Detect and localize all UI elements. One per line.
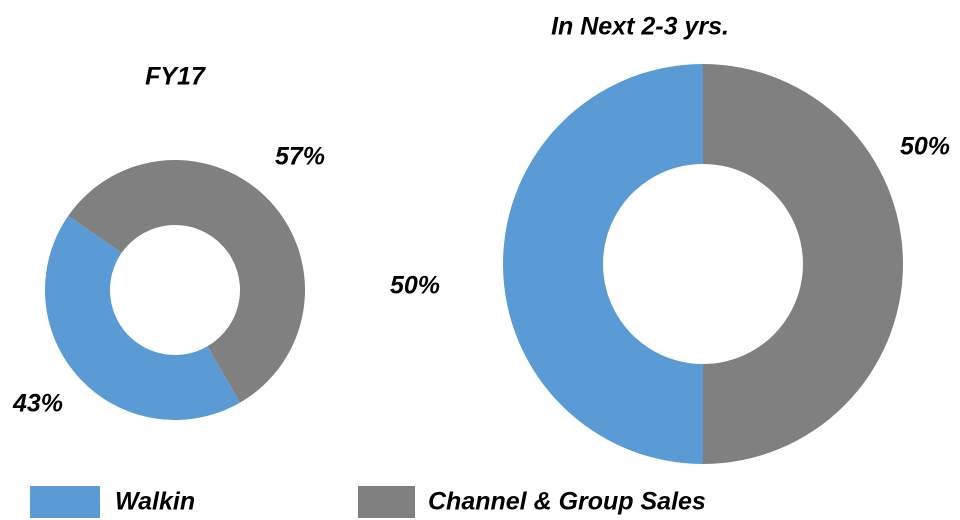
chart-title: FY17 (145, 63, 206, 91)
donut-slice (703, 64, 903, 464)
legend-swatch (30, 486, 100, 518)
legend-label: Walkin (115, 488, 195, 516)
legend-label: Channel & Group Sales (428, 488, 706, 516)
data-label: 57% (275, 143, 325, 171)
legend-swatch (358, 486, 415, 518)
data-label: 50% (900, 133, 950, 161)
data-label: 43% (12, 390, 63, 418)
chart-title: In Next 2-3 yrs. (551, 13, 729, 41)
donut-slice (503, 64, 703, 464)
donut-slice (68, 160, 305, 403)
donut-slice (44, 215, 240, 420)
data-label: 50% (390, 272, 440, 300)
